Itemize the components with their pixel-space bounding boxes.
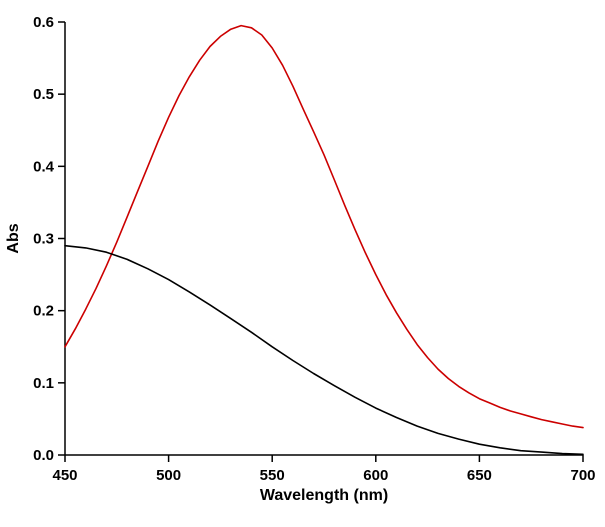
red-spectrum-line — [64, 24, 584, 429]
y-tick-label: 0.2 — [33, 303, 54, 320]
black-spectrum-line — [64, 244, 584, 456]
x-axis-title: Wavelength (nm) — [260, 487, 388, 504]
y-tick-label: 0.5 — [33, 86, 54, 103]
axes: 450 500 550 600 650 700 0.0 0.1 0.2 0.3 0.4 0.5 0.6 — [33, 14, 595, 484]
x-tick-label: 600 — [363, 467, 388, 484]
x-tick-label: 450 — [52, 467, 77, 484]
x-tick-label: 550 — [260, 467, 285, 484]
x-tick-label: 650 — [467, 467, 492, 484]
y-tick-label: 0.6 — [33, 14, 54, 31]
y-tick-label: 0.3 — [33, 231, 54, 248]
y-tick-label: 0.1 — [33, 375, 54, 392]
series-lines — [64, 24, 584, 456]
x-tick-label: 700 — [570, 467, 595, 484]
x-tick-label: 500 — [156, 467, 181, 484]
y-tick-label: 0.4 — [33, 158, 55, 175]
y-tick-label: 0.0 — [33, 447, 54, 464]
y-axis-title: Abs — [5, 223, 22, 253]
